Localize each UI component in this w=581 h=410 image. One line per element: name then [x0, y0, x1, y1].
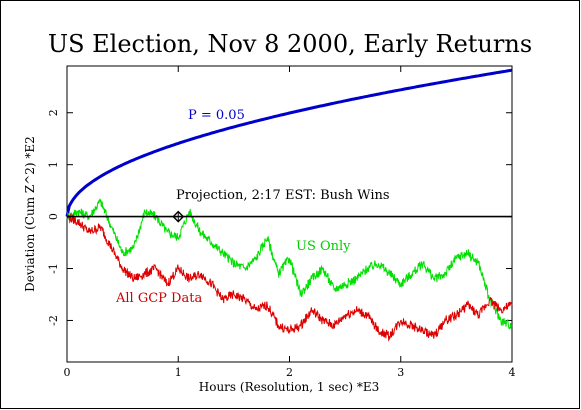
series-line-us-only [66, 198, 513, 330]
x-tick-label: 0 [64, 366, 71, 379]
x-tick-label: 2 [286, 366, 293, 379]
tick-group: 0 1 2 3 4 -2 -1 0 1 2 [47, 66, 516, 379]
chart-title: US Election, Nov 8 2000, Early Returns [48, 30, 532, 58]
annotation-us-only: US Only [296, 239, 351, 254]
x-tick-label: 3 [397, 366, 404, 379]
y-tick-label: 1 [47, 161, 60, 168]
y-tick-label: -1 [47, 263, 60, 274]
x-tick-label: 1 [175, 366, 182, 379]
x-axis-label: Hours (Resolution, 1 sec) *E3 [199, 380, 379, 394]
annotation-projection: Projection, 2:17 EST: Bush Wins [176, 188, 390, 203]
projection-marker [172, 210, 185, 223]
x-tick-label: 4 [509, 366, 516, 379]
y-tick-label: 0 [47, 213, 60, 220]
annotation-p005: P = 0.05 [188, 108, 245, 123]
y-axis-label: Deviation (Cum Z^2) *E2 [23, 136, 37, 292]
plot-area [66, 65, 513, 363]
y-tick-label: 2 [47, 109, 60, 116]
annotation-all-gcp: All GCP Data [115, 291, 202, 306]
y-tick-label: -2 [47, 315, 60, 326]
series-line-all-gcp-data [66, 213, 513, 342]
plot-border [66, 65, 513, 363]
series-line-p-0-05 [65, 68, 513, 217]
series-group [65, 68, 513, 342]
